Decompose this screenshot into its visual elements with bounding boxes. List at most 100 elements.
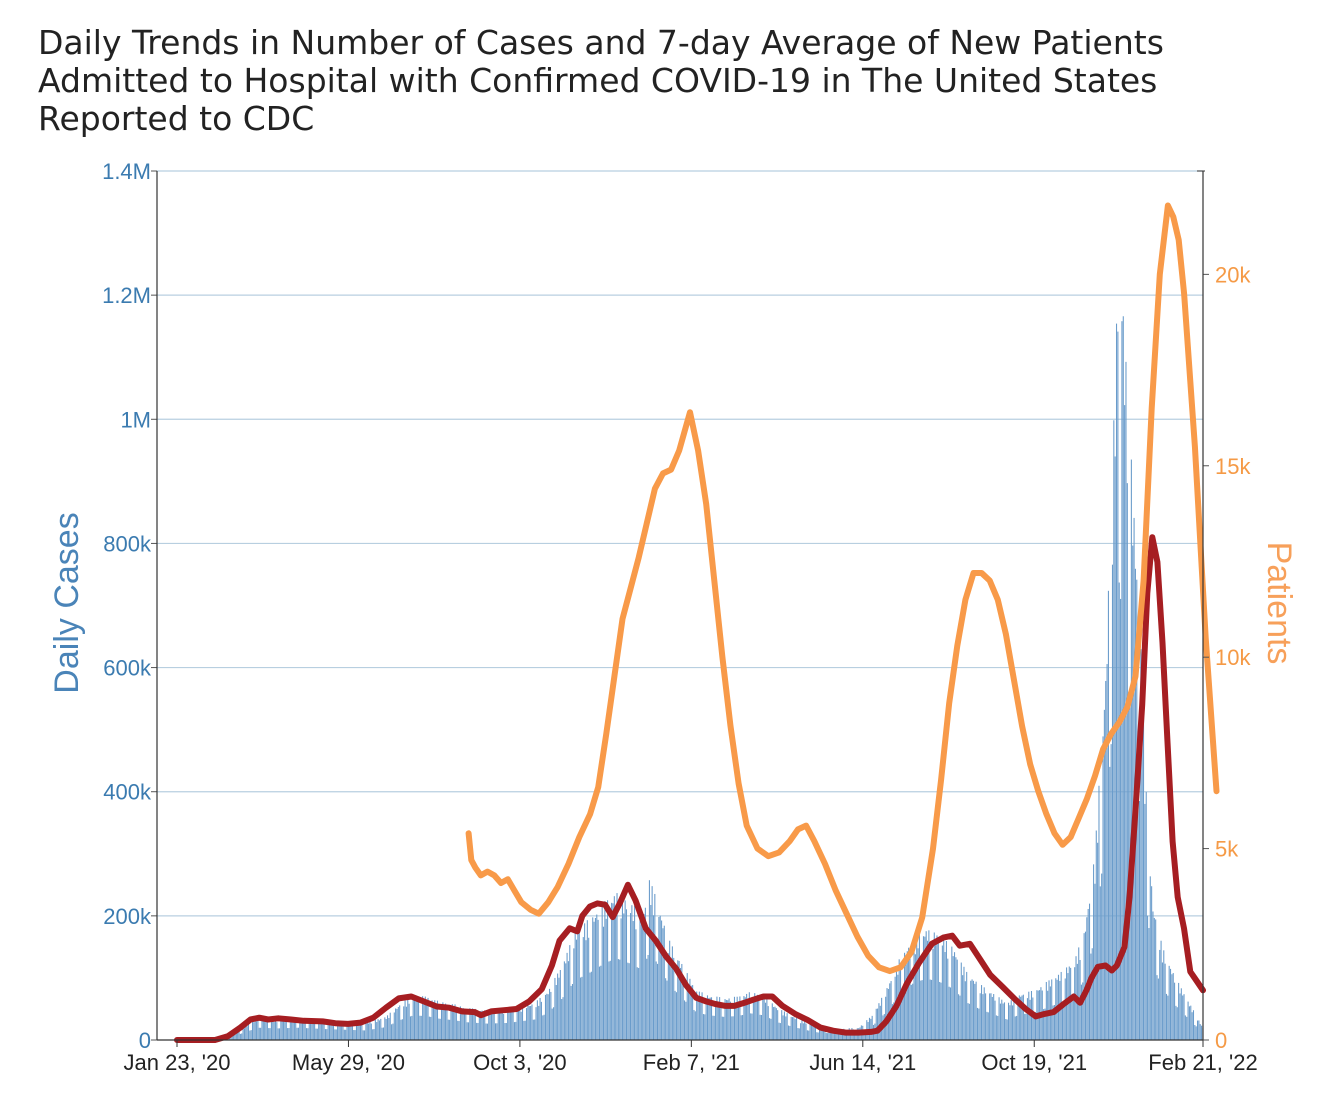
daily-cases-bar: [1164, 963, 1166, 1040]
chart-title-line-1: Daily Trends in Number of Cases and 7-da…: [38, 23, 1164, 62]
daily-cases-bar: [1029, 999, 1031, 1040]
daily-cases-bar: [1118, 582, 1120, 1040]
daily-cases-bar: [704, 1014, 706, 1040]
daily-cases-bar: [918, 934, 920, 1040]
daily-cases-bar: [991, 996, 993, 1040]
daily-cases-bar: [756, 994, 758, 1040]
daily-cases-bar: [465, 1009, 467, 1040]
daily-cases-bar: [418, 1000, 420, 1040]
daily-cases-bar: [600, 965, 602, 1040]
y-tick-label-left: 600k: [103, 656, 152, 681]
daily-cases-bar: [357, 1022, 359, 1040]
daily-cases-bar: [1198, 1020, 1200, 1040]
daily-cases-bar: [1013, 998, 1015, 1040]
daily-cases-bar: [782, 1015, 784, 1040]
daily-cases-bar: [335, 1029, 337, 1040]
daily-cases-bar: [878, 1003, 880, 1040]
daily-cases-bar: [642, 916, 644, 1040]
daily-cases-bar: [1196, 1020, 1199, 1040]
daily-cases-bar: [431, 1000, 433, 1040]
daily-cases-bar: [816, 1032, 818, 1040]
daily-cases-bar: [512, 1009, 514, 1040]
chart-title: Daily Trends in Number of Cases and 7-da…: [38, 24, 1278, 138]
daily-cases-bar: [662, 928, 664, 1040]
daily-cases-bar: [987, 1012, 989, 1040]
daily-cases-bar: [677, 960, 679, 1040]
daily-cases-bar: [632, 921, 634, 1040]
daily-cases-bar: [748, 992, 750, 1040]
daily-cases-bar: [597, 919, 599, 1040]
daily-cases-bar: [727, 1000, 729, 1040]
daily-cases-bar: [968, 1003, 970, 1040]
daily-cases-bar: [318, 1021, 320, 1040]
daily-cases-bar: [916, 934, 918, 1040]
chart-title-line-3: Reported to CDC: [38, 99, 315, 138]
daily-cases-bar: [401, 1019, 403, 1040]
daily-cases-bar: [553, 1007, 555, 1040]
daily-cases-bar: [774, 1006, 776, 1040]
daily-cases-bar: [760, 1015, 763, 1040]
daily-cases-bar: [700, 999, 702, 1040]
daily-cases-bar: [469, 1008, 471, 1040]
daily-cases-bar: [1161, 962, 1163, 1040]
daily-cases-bar: [1194, 1024, 1196, 1040]
daily-cases-bar: [586, 920, 588, 1040]
daily-cases-bar: [554, 977, 556, 1040]
daily-cases-bar: [494, 1023, 497, 1040]
daily-cases-bar: [473, 1013, 475, 1040]
daily-cases-bar: [1151, 886, 1153, 1040]
daily-cases-bar: [369, 1021, 371, 1040]
daily-cases-bar: [461, 1009, 463, 1040]
daily-cases-bar: [623, 913, 625, 1040]
y-tick-label-right: 10k: [1215, 645, 1251, 670]
daily-cases-bar: [985, 993, 987, 1040]
daily-cases-bar: [925, 931, 927, 1040]
daily-cases-bar: [604, 901, 606, 1040]
daily-cases-bar: [947, 958, 949, 1040]
daily-cases-bar: [814, 1027, 817, 1040]
daily-cases-bar: [269, 1028, 271, 1040]
daily-cases-bar: [974, 983, 976, 1040]
daily-cases-bar: [655, 961, 657, 1040]
daily-cases-bar: [690, 985, 692, 1040]
daily-cases-bar: [634, 905, 636, 1040]
daily-cases-bar: [386, 1015, 389, 1040]
daily-cases-bar: [1121, 321, 1123, 1041]
daily-cases-bar: [601, 903, 603, 1040]
daily-cases-bar: [374, 1019, 376, 1040]
daily-cases-bar: [451, 1004, 453, 1040]
daily-cases-bar: [820, 1028, 822, 1040]
daily-cases-bar: [729, 1001, 731, 1040]
daily-cases-bar: [943, 939, 945, 1040]
daily-cases-bar: [1018, 995, 1020, 1040]
daily-cases-bar: [759, 1014, 761, 1040]
daily-cases-bar: [901, 993, 903, 1040]
daily-cases-bar: [1163, 950, 1165, 1040]
daily-cases-bar: [976, 1007, 979, 1040]
daily-cases-bar: [1174, 982, 1176, 1040]
daily-cases-bar: [854, 1033, 856, 1040]
daily-cases-bar: [1099, 886, 1101, 1040]
daily-cases-bar: [879, 1005, 881, 1040]
daily-cases-bar: [1152, 911, 1154, 1040]
daily-cases-bar: [681, 963, 683, 1040]
daily-cases-bar: [636, 967, 638, 1040]
daily-cases-bar: [523, 1020, 525, 1040]
y-tick-label-left: 1M: [120, 407, 151, 432]
daily-cases-bar: [891, 1004, 893, 1040]
daily-cases-bar: [1010, 1000, 1012, 1040]
daily-cases-bar: [640, 924, 642, 1040]
daily-cases-bar: [234, 1032, 236, 1040]
daily-cases-bar: [274, 1018, 277, 1040]
daily-cases-bar: [673, 957, 675, 1040]
daily-cases-bar: [517, 1010, 520, 1040]
daily-cases-bar: [754, 993, 756, 1040]
daily-cases-bar: [531, 1004, 533, 1040]
x-tick-label: Feb 7, '21: [643, 1050, 740, 1075]
daily-cases-bar: [1007, 1002, 1010, 1040]
daily-cases-bar: [742, 1015, 744, 1040]
daily-cases-bar: [399, 1005, 401, 1040]
daily-cases-bar: [466, 1022, 468, 1040]
daily-cases-bar: [833, 1028, 835, 1040]
daily-cases-bar: [777, 1010, 779, 1040]
